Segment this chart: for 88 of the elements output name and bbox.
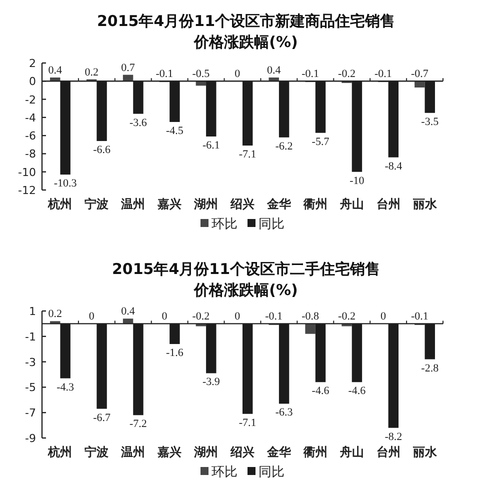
x-tick-label: 丽水 xyxy=(412,197,438,211)
data-label: 0 xyxy=(234,68,241,80)
data-label: -3.6 xyxy=(130,116,148,129)
x-tick-label: 台州 xyxy=(376,445,400,459)
data-label: -6.1 xyxy=(202,139,220,152)
data-label: -10 xyxy=(350,174,365,187)
x-tick-label: 宁波 xyxy=(84,197,110,211)
data-label: -4.5 xyxy=(166,124,184,137)
data-label: -0.1 xyxy=(302,68,320,80)
data-label: -4.3 xyxy=(56,381,75,394)
data-label: -3.5 xyxy=(421,116,440,128)
data-label: -8.2 xyxy=(384,430,402,443)
data-label: -8.4 xyxy=(384,160,403,172)
data-label: 0.4 xyxy=(121,306,136,318)
x-tick-label: 杭州 xyxy=(47,197,72,211)
x-tick-label: 衢州 xyxy=(302,197,328,211)
data-label: -6.3 xyxy=(275,406,294,419)
legend-label: 环比 xyxy=(212,217,238,232)
x-tick-label: 绍兴 xyxy=(230,197,254,211)
data-label: -6.7 xyxy=(93,412,111,424)
data-label: -7.1 xyxy=(238,148,256,161)
data-label: -0.2 xyxy=(338,310,356,323)
x-tick-label: 湖州 xyxy=(193,445,218,459)
data-label: -10.3 xyxy=(54,178,78,190)
y-tick-label: -6 xyxy=(25,130,36,143)
y-tick-label: -8 xyxy=(25,148,36,161)
data-label: -0.7 xyxy=(410,68,429,80)
x-tick-label: 嘉兴 xyxy=(158,197,182,211)
y-tick-label: -4 xyxy=(25,111,36,124)
data-label: -1.6 xyxy=(166,347,184,360)
data-label: -0.1 xyxy=(410,310,428,323)
x-tick-label: 舟山 xyxy=(338,445,364,459)
y-tick-label: -12 xyxy=(18,184,36,197)
data-label: -3.9 xyxy=(202,376,220,388)
y-tick-label: -7 xyxy=(25,406,36,420)
data-label: -6.6 xyxy=(93,144,111,156)
x-tick-label: 丽水 xyxy=(412,445,438,459)
y-tick-label: -5 xyxy=(25,381,36,394)
y-tick-label: -2 xyxy=(25,93,36,106)
data-label: 0.4 xyxy=(48,64,62,77)
data-label: 0.2 xyxy=(84,66,98,78)
data-label: -5.7 xyxy=(312,136,330,148)
data-label: 0 xyxy=(162,310,168,323)
x-tick-label: 台州 xyxy=(376,197,400,211)
data-label: -0.1 xyxy=(374,68,392,80)
y-tick-label: 1 xyxy=(29,305,36,318)
chart-subtitle: 价格涨跌幅(%) xyxy=(193,33,298,51)
y-tick-label: -9 xyxy=(25,432,36,445)
data-label: -2.8 xyxy=(421,362,440,374)
y-tick-label: 0 xyxy=(29,75,36,88)
x-tick-label: 嘉兴 xyxy=(158,445,182,459)
data-label: 0 xyxy=(234,310,241,323)
y-tick-label: 2 xyxy=(29,57,36,70)
data-label: -7.2 xyxy=(130,418,147,430)
x-tick-label: 杭州 xyxy=(47,445,72,459)
data-label: 0.7 xyxy=(121,62,136,74)
y-tick-label: -3 xyxy=(25,356,36,369)
chart-subtitle: 价格涨跌幅(%) xyxy=(193,281,298,299)
data-label: 0 xyxy=(380,310,386,323)
y-tick-label: -10 xyxy=(18,166,36,179)
chart-title: 2015年4月份11个设区市二手住宅销售 xyxy=(112,260,380,278)
data-label: -0.8 xyxy=(302,310,320,323)
legend-label: 同比 xyxy=(258,217,284,232)
data-label: -4.6 xyxy=(348,385,366,398)
x-tick-label: 金华 xyxy=(266,445,292,459)
x-tick-label: 湖州 xyxy=(193,197,218,211)
chart-title: 2015年4月份11个设区市新建商品住宅销售 xyxy=(96,12,396,30)
x-tick-label: 宁波 xyxy=(84,445,110,459)
x-tick-label: 绍兴 xyxy=(230,445,254,459)
x-tick-label: 温州 xyxy=(120,445,146,459)
data-label: 0.4 xyxy=(266,64,282,77)
data-label: -0.2 xyxy=(192,310,210,323)
data-label: -0.1 xyxy=(265,310,283,323)
data-label: 0 xyxy=(88,310,95,323)
x-tick-label: 金华 xyxy=(266,197,292,211)
data-label: -7.1 xyxy=(238,416,256,429)
y-tick-label: -1 xyxy=(25,330,36,344)
legend-label: 同比 xyxy=(258,465,284,480)
data-label: 0.2 xyxy=(48,308,62,320)
data-label: -4.6 xyxy=(312,385,330,398)
legend-label: 环比 xyxy=(212,465,238,480)
x-tick-label: 温州 xyxy=(120,197,146,211)
x-tick-label: 舟山 xyxy=(338,197,364,211)
data-label: -0.5 xyxy=(192,68,210,80)
data-label: -6.2 xyxy=(275,140,293,152)
data-label: -0.1 xyxy=(156,68,174,80)
x-tick-label: 衢州 xyxy=(302,445,328,459)
data-label: -0.2 xyxy=(338,68,356,80)
